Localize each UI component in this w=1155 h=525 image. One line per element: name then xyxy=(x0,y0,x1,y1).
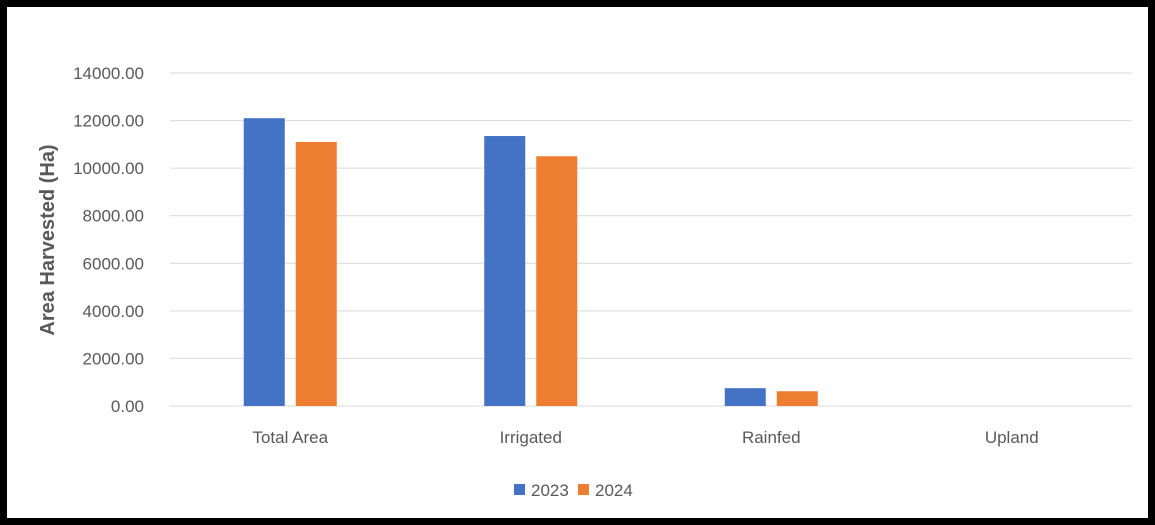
y-tick-label: 2000.00 xyxy=(83,349,144,368)
bar-2023-rainfed xyxy=(724,388,766,406)
category-labels: Total Area Irrigated Rainfed Upland xyxy=(252,428,1038,447)
legend: 2023 2024 xyxy=(514,481,633,500)
y-tick-label: 10000.00 xyxy=(73,159,144,178)
y-tick-label: 0.00 xyxy=(111,397,144,416)
legend-swatch-2024 xyxy=(578,484,589,495)
category-label: Irrigated xyxy=(500,428,562,447)
y-tick-label: 8000.00 xyxy=(83,207,144,226)
legend-label-2024: 2024 xyxy=(595,481,633,500)
category-label: Rainfed xyxy=(742,428,801,447)
category-label: Total Area xyxy=(252,428,328,447)
legend-label-2023: 2023 xyxy=(531,481,569,500)
y-tick-labels: 0.00 2000.00 4000.00 6000.00 8000.00 10000.00… xyxy=(73,64,144,416)
y-axis-label: Area Harvested (Ha) xyxy=(37,144,59,335)
bar-2024-irrigated xyxy=(536,156,578,406)
bar-2023-irrigated xyxy=(484,136,526,406)
bars xyxy=(243,118,818,406)
y-tick-label: 4000.00 xyxy=(83,302,144,321)
legend-swatch-2023 xyxy=(514,484,525,495)
bar-2023-total-area xyxy=(243,118,285,406)
bar-2024-total-area xyxy=(295,141,337,406)
bar-2024-rainfed xyxy=(776,391,818,406)
y-tick-label: 12000.00 xyxy=(73,112,144,131)
category-label: Upland xyxy=(985,428,1039,447)
y-tick-label: 6000.00 xyxy=(83,254,144,273)
y-tick-label: 14000.00 xyxy=(73,64,144,83)
